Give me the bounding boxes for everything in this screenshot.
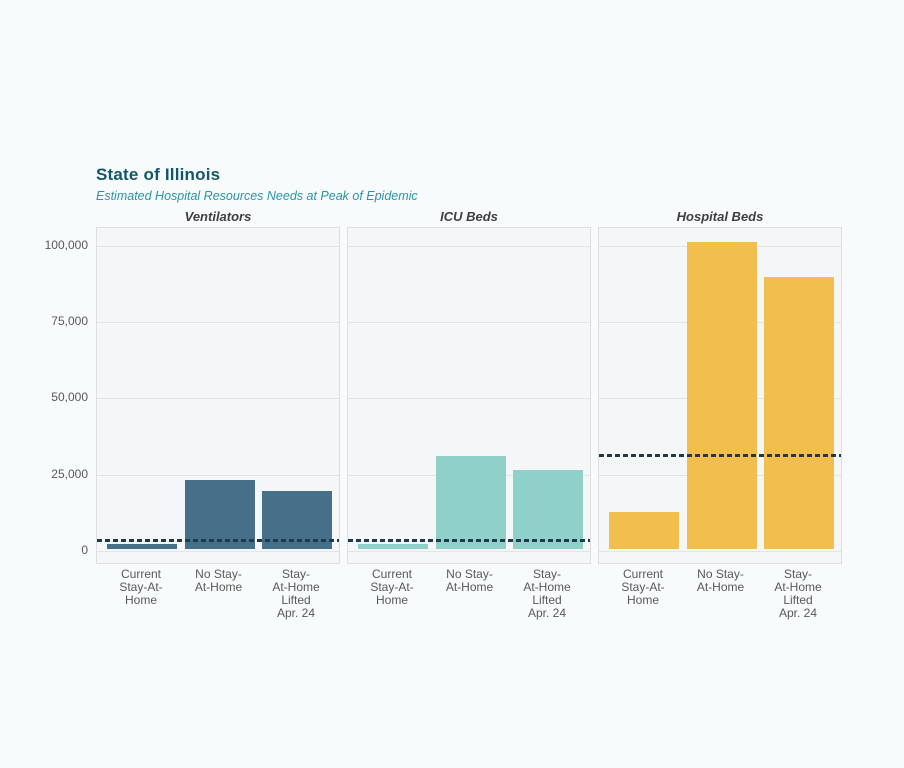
chart-title: State of Illinois [96, 165, 221, 184]
y-axis-tick-label: 0 [81, 543, 88, 557]
panel-title-icu-beds: ICU Beds [440, 209, 498, 224]
panel-hospital-beds [598, 227, 842, 564]
x-category-label-stay-at-home-lifted-apr-24: Stay- At-Home Lifted Apr. 24 [523, 567, 571, 620]
x-category-label-current-stay-at-home: Current Stay-At- Home [621, 567, 665, 607]
y-axis-tick-label: 75,000 [51, 313, 88, 328]
gridline [97, 398, 339, 400]
panel-icu-beds [347, 227, 591, 564]
x-category-label-current-stay-at-home: Current Stay-At- Home [119, 567, 163, 607]
panel-title-ventilators: Ventilators [184, 209, 252, 224]
x-category-label-no-stay-at-home: No Stay- At-Home [194, 567, 243, 594]
chart-subtitle: Estimated Hospital Resources Needs at Pe… [96, 189, 418, 203]
x-category-label-stay-at-home-lifted-apr-24: Stay- At-Home Lifted Apr. 24 [272, 567, 320, 620]
icu-beds-bar-current-stay-at-home [358, 543, 428, 549]
gridline [97, 245, 339, 247]
gridline [348, 321, 590, 323]
gridline [348, 551, 590, 552]
ventilators-bar-current-stay-at-home [107, 544, 177, 549]
hospital-beds-bar-current-stay-at-home [609, 512, 679, 549]
y-axis-tick-label: 50,000 [51, 390, 88, 405]
gridline [348, 398, 590, 400]
x-category-label-no-stay-at-home: No Stay- At-Home [445, 567, 494, 594]
panel-title-hospital-beds: Hospital Beds [676, 209, 764, 224]
capacity-dashed-line-ventilators [97, 539, 339, 543]
x-category-label-no-stay-at-home: No Stay- At-Home [696, 567, 745, 594]
icu-beds-bar-no-stay-at-home [435, 455, 506, 549]
gridline [599, 551, 841, 552]
y-axis-tick-label: 100,000 [44, 237, 88, 252]
hospital-beds-bar-no-stay-at-home [686, 241, 757, 549]
panel-ventilators [96, 227, 340, 564]
hospital-beds-bar-stay-at-home-lifted-apr-24 [764, 277, 834, 549]
gridline [97, 321, 339, 323]
x-category-label-current-stay-at-home: Current Stay-At- Home [370, 567, 414, 607]
ventilators-bar-no-stay-at-home [184, 480, 255, 549]
capacity-dashed-line-icu-beds [348, 539, 590, 543]
x-category-label-stay-at-home-lifted-apr-24: Stay- At-Home Lifted Apr. 24 [774, 567, 822, 620]
gridline [97, 474, 339, 476]
gridline [97, 551, 339, 552]
gridline [348, 245, 590, 247]
y-axis-tick-label: 25,000 [51, 466, 88, 481]
capacity-dashed-line-hospital-beds [599, 454, 841, 458]
icu-beds-bar-stay-at-home-lifted-apr-24 [513, 469, 583, 549]
